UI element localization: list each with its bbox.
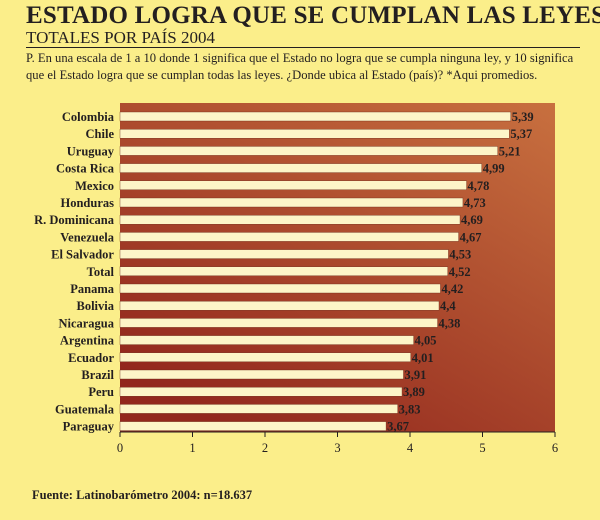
- bar: [119, 318, 438, 328]
- category-label: Colombia: [62, 110, 115, 124]
- bar: [119, 369, 404, 380]
- category-label: Total: [87, 265, 115, 279]
- source-note: Fuente: Latinobarómetro 2004: n=18.637: [32, 488, 253, 502]
- category-label: Panama: [70, 282, 115, 296]
- bar: [119, 283, 441, 294]
- bar: [119, 232, 459, 242]
- value-label: 5,21: [499, 144, 521, 158]
- bar: [119, 387, 403, 397]
- bar: [119, 249, 449, 259]
- value-label: 3,91: [404, 368, 426, 382]
- category-label: Costa Rica: [56, 162, 115, 176]
- category-label: Paraguay: [63, 420, 115, 434]
- value-label: 4,01: [412, 351, 434, 365]
- bar: [119, 163, 482, 173]
- value-label: 5,37: [510, 127, 532, 141]
- value-label: 4,4: [440, 299, 456, 313]
- title-divider: [26, 47, 580, 48]
- category-label: Brazil: [81, 368, 114, 382]
- value-label: 4,53: [449, 248, 471, 262]
- value-label: 4,67: [460, 230, 482, 244]
- category-label: Bolivia: [76, 299, 114, 313]
- value-label: 4,69: [461, 213, 483, 227]
- bar: [119, 214, 461, 225]
- bar: [119, 180, 467, 191]
- x-tick-label: 6: [552, 441, 558, 455]
- x-tick-label: 1: [189, 441, 195, 455]
- bar: [119, 301, 440, 311]
- value-label: 4,38: [439, 316, 461, 330]
- category-label: Uruguay: [67, 144, 115, 158]
- bar: [119, 266, 448, 276]
- value-label: 4,52: [449, 265, 471, 279]
- category-label: Chile: [86, 127, 115, 141]
- value-label: 5,39: [512, 110, 534, 124]
- category-label: Argentina: [60, 334, 115, 348]
- chart-subtitle: TOTALES POR PAÍS 2004: [26, 28, 215, 47]
- category-label: Venezuela: [60, 230, 114, 244]
- value-label: 4,78: [468, 179, 490, 193]
- value-label: 4,05: [415, 334, 437, 348]
- bar: [119, 146, 498, 156]
- value-label: 4,42: [441, 282, 463, 296]
- x-tick-label: 4: [407, 441, 414, 455]
- category-label: Ecuador: [68, 351, 114, 365]
- category-label: Nicaragua: [58, 316, 114, 330]
- category-label: Mexico: [75, 179, 114, 193]
- bar: [119, 111, 511, 122]
- x-tick-label: 5: [479, 441, 485, 455]
- bar: [119, 352, 411, 362]
- value-label: 4,99: [483, 162, 505, 176]
- bar: [119, 128, 510, 139]
- chart-title: ESTADO LOGRA QUE SE CUMPLAN LAS LEYES: [26, 2, 600, 29]
- category-label: R. Dominicana: [34, 213, 115, 227]
- bar: [119, 404, 398, 414]
- category-label: Honduras: [61, 196, 115, 210]
- category-label: Peru: [88, 385, 114, 399]
- bar: [119, 421, 387, 431]
- x-tick-label: 0: [117, 441, 123, 455]
- survey-question: P. En una escala de 1 a 10 donde 1 signi…: [26, 51, 574, 82]
- bar: [119, 335, 414, 345]
- bar: [119, 197, 464, 208]
- value-label: 3,67: [387, 420, 409, 434]
- x-tick-label: 3: [334, 441, 340, 455]
- value-label: 4,73: [464, 196, 486, 210]
- value-label: 3,89: [403, 385, 425, 399]
- x-tick-label: 2: [262, 441, 268, 455]
- category-label: Guatemala: [55, 402, 115, 416]
- category-label: El Salvador: [51, 248, 114, 262]
- value-label: 3,83: [399, 402, 421, 416]
